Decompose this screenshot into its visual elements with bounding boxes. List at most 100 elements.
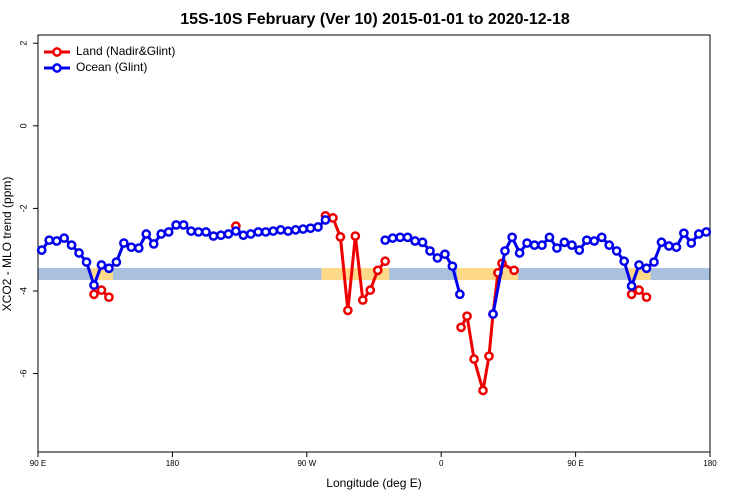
data-point xyxy=(141,229,152,239)
y-tick-label: 0 xyxy=(18,123,28,128)
data-point xyxy=(89,280,99,291)
data-point xyxy=(126,242,137,253)
data-point xyxy=(104,292,114,303)
y-tick-label: -6 xyxy=(18,370,28,378)
data-point xyxy=(156,229,167,239)
data-point xyxy=(522,238,532,248)
data-point xyxy=(664,241,674,251)
x-axis-label: Longitude (deg E) xyxy=(326,476,421,490)
legend-marker xyxy=(52,47,62,57)
data-point xyxy=(619,256,629,267)
data-point xyxy=(328,213,338,223)
data-point xyxy=(216,230,226,241)
data-point xyxy=(253,227,264,237)
y-axis-label: XCO2 - MLO trend (ppm) xyxy=(0,177,14,312)
data-point xyxy=(626,281,637,291)
data-point xyxy=(581,235,592,246)
legend-label: Land (Nadir&Glint) xyxy=(76,44,175,58)
data-point xyxy=(44,235,55,246)
data-point xyxy=(544,232,555,243)
y-tick-label: 2 xyxy=(18,41,28,46)
x-tick-label: 90 E xyxy=(30,459,46,468)
data-point xyxy=(81,257,92,267)
data-point xyxy=(283,226,293,236)
data-point xyxy=(641,263,652,274)
data-point xyxy=(552,243,562,253)
legend-label: Ocean (Glint) xyxy=(76,60,147,74)
data-point xyxy=(478,385,488,396)
data-point xyxy=(455,289,465,300)
x-tick-label: 90 E xyxy=(567,459,583,468)
data-point xyxy=(320,215,331,225)
data-point xyxy=(186,226,196,236)
data-point xyxy=(567,240,577,251)
data-point xyxy=(104,263,114,274)
plot-frame xyxy=(37,34,711,453)
data-point xyxy=(36,245,47,255)
data-point xyxy=(298,224,308,234)
data-point xyxy=(440,249,450,260)
data-point xyxy=(74,248,84,258)
chart-title: 15S-10S February (Ver 10) 2015-01-01 to … xyxy=(180,11,570,28)
data-point xyxy=(268,226,279,236)
land-band xyxy=(457,268,519,280)
x-tick-label: 180 xyxy=(166,459,180,468)
data-point xyxy=(529,240,540,251)
y-tick-label: -4 xyxy=(18,287,28,295)
data-point xyxy=(456,322,466,333)
data-point xyxy=(387,233,398,243)
data-point xyxy=(447,261,458,272)
data-point xyxy=(208,231,219,241)
data-point xyxy=(343,305,353,316)
data-point xyxy=(611,246,622,256)
data-point xyxy=(686,238,697,248)
data-point xyxy=(96,260,107,270)
data-point xyxy=(111,257,122,267)
data-point xyxy=(425,246,435,256)
data-point xyxy=(514,248,525,258)
data-point xyxy=(410,236,420,246)
data-point xyxy=(574,245,585,255)
data-point xyxy=(231,226,241,236)
data-point xyxy=(275,225,286,235)
data-point xyxy=(604,240,615,251)
data-point xyxy=(148,239,159,249)
data-point xyxy=(537,240,547,251)
x-tick-label: 180 xyxy=(703,459,717,468)
data-point xyxy=(469,354,479,364)
data-point xyxy=(193,227,204,237)
data-point xyxy=(59,233,69,243)
data-point xyxy=(171,220,181,230)
data-point xyxy=(656,237,667,248)
data-point xyxy=(402,232,413,243)
data-point xyxy=(488,309,498,319)
legend-marker xyxy=(52,63,62,73)
data-point xyxy=(66,240,77,251)
data-point xyxy=(589,236,600,246)
data-point xyxy=(395,232,405,243)
data-point xyxy=(596,232,607,243)
data-point xyxy=(89,289,99,300)
data-point xyxy=(626,289,637,300)
data-point xyxy=(671,242,682,253)
x-tick-label: 0 xyxy=(439,459,444,468)
y-tick-label: -2 xyxy=(18,204,28,212)
data-point xyxy=(163,227,174,237)
data-point xyxy=(350,231,361,241)
data-point xyxy=(133,243,144,253)
data-point xyxy=(178,220,189,230)
data-point xyxy=(634,260,644,270)
data-point xyxy=(201,227,211,237)
data-point xyxy=(96,285,107,296)
data-point xyxy=(484,351,494,362)
data-point xyxy=(380,235,391,246)
data-point xyxy=(417,237,428,248)
data-point xyxy=(365,285,376,296)
data-point xyxy=(238,230,249,241)
data-point xyxy=(223,229,234,239)
data-point xyxy=(372,265,383,276)
land-band xyxy=(321,268,390,280)
data-point xyxy=(693,229,704,239)
data-point xyxy=(432,253,443,263)
